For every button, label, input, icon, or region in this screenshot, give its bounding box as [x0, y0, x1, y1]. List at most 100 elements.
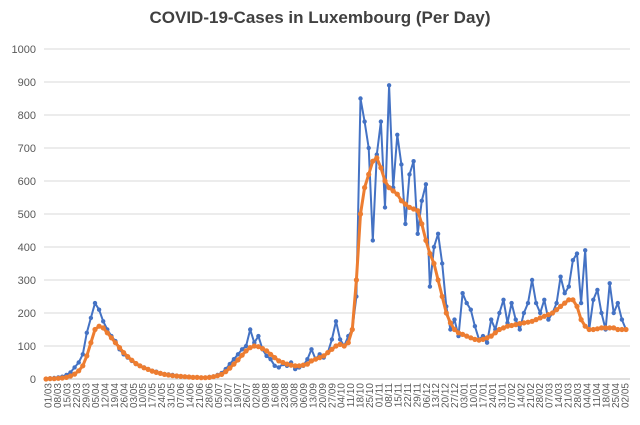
series-2-point [112, 340, 118, 346]
series-2-point [264, 348, 270, 354]
series-2-point [321, 353, 327, 359]
series-2-point [529, 318, 535, 324]
x-tick-label: 19/04 [110, 383, 121, 408]
series-1-point [362, 119, 367, 124]
series-1-point [566, 284, 571, 289]
series-2-point [325, 350, 331, 356]
series-1-point [583, 248, 588, 253]
series-2-point [541, 313, 547, 319]
series-2-point [582, 323, 588, 329]
x-tick-label: 27/12 [450, 383, 461, 408]
series-2-point [141, 365, 147, 371]
series-2-point [296, 363, 302, 369]
series-2-point [76, 368, 82, 374]
series-2-point [317, 355, 323, 361]
series-2-point [276, 358, 282, 364]
series-1-point [399, 162, 404, 167]
series-2-point [96, 323, 102, 329]
x-tick-label: 04/04 [582, 383, 593, 408]
y-tick-label: 800 [18, 110, 36, 122]
series-2-point [492, 330, 498, 336]
x-tick-label: 08/03 [53, 383, 64, 408]
series-1-point [440, 261, 445, 266]
x-tick-label: 21/02 [526, 383, 537, 408]
x-tick-label: 07/03 [545, 383, 556, 408]
x-tick-label: 17/05 [148, 383, 159, 408]
series-2-point [341, 343, 347, 349]
series-2-point [435, 277, 441, 283]
series-2-point [349, 326, 355, 333]
series-1-point [76, 360, 81, 365]
series-2-point [133, 360, 139, 367]
series-2-point [623, 326, 629, 333]
series-2-point [59, 375, 65, 381]
series-2-point [92, 326, 98, 333]
series-1-point [509, 300, 514, 306]
series-2-point [170, 373, 176, 379]
series-2-point [329, 346, 335, 352]
x-tick-label: 20/09 [318, 383, 329, 408]
y-tick-label: 500 [18, 209, 36, 221]
series-1-point [472, 324, 478, 329]
y-tick-label: 200 [18, 308, 36, 320]
series-1-point [574, 251, 580, 256]
series-2-point [509, 322, 515, 329]
series-1-point [235, 352, 241, 357]
x-tick-label: 22/03 [72, 383, 83, 408]
series-2-point [370, 158, 376, 164]
series-1-point [513, 317, 518, 322]
series-1-point [419, 198, 424, 203]
series-2-point [472, 336, 478, 342]
series-2-point [186, 374, 192, 380]
x-tick-label: 10/01 [469, 383, 480, 408]
series-1-point [358, 96, 363, 101]
series-2-point [619, 326, 625, 333]
y-tick-label: 100 [18, 341, 36, 353]
series-2-point [235, 357, 241, 363]
series-2-point [182, 374, 188, 380]
series-2-point [423, 237, 429, 243]
series-1-point [501, 297, 506, 302]
series-2-point [174, 373, 180, 379]
series-2-point [51, 376, 57, 382]
series-2-point [161, 371, 168, 377]
series-2-point [574, 303, 580, 309]
series-2-point [488, 333, 494, 339]
series-2-point [411, 206, 417, 212]
series-1-point [248, 327, 253, 332]
series-1-point [615, 300, 620, 306]
series-1-point [619, 317, 625, 322]
series-2-point [484, 335, 490, 341]
x-tick-label: 27/09 [327, 383, 338, 408]
x-tick-label: 11/10 [346, 383, 357, 408]
x-tick-label: 10/05 [138, 383, 149, 408]
series-1-point [489, 317, 494, 322]
series-2-point [554, 307, 560, 313]
series-2-point [104, 330, 110, 336]
series-1-point [243, 343, 249, 349]
series-2-point [223, 369, 229, 375]
x-tick-label: 28/06 [204, 383, 215, 408]
series-2-point [145, 366, 151, 372]
series-1-point [378, 119, 384, 124]
x-tick-label: 02/08 [252, 383, 263, 408]
series-1-point [525, 300, 531, 306]
series-2-point [533, 317, 539, 323]
series-2-point [578, 317, 584, 323]
series-1-point [427, 284, 433, 289]
series-1-point [558, 274, 563, 279]
series-1-point [435, 231, 441, 236]
series-2-point [47, 376, 53, 382]
series-2-point [153, 369, 159, 375]
x-tick-label: 17/01 [479, 383, 490, 408]
x-tick-label: 26/04 [119, 383, 130, 408]
x-tick-label: 24/05 [157, 383, 168, 408]
series-2-point [227, 365, 233, 371]
series-1-point [96, 307, 102, 312]
series-1-point [529, 277, 535, 283]
series-2-point [460, 331, 466, 337]
x-tick-label: 06/12 [422, 383, 433, 408]
series-2-point [210, 374, 217, 380]
series-2-point [190, 374, 196, 380]
